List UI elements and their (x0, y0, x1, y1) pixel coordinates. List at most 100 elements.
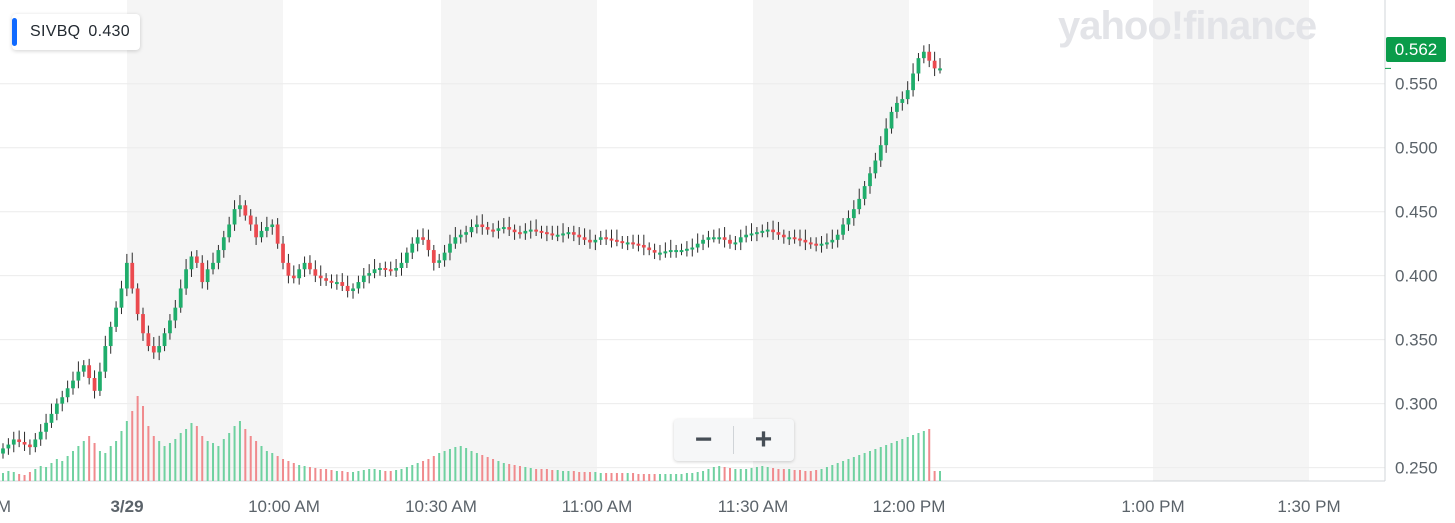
volume-bar (675, 474, 678, 481)
volume-bar (314, 468, 317, 481)
candle-body (501, 227, 506, 230)
candle-body (738, 237, 743, 243)
volume-bar (885, 445, 888, 481)
candle-body (620, 241, 625, 244)
y-tick-label: 0.400 (1395, 267, 1438, 286)
volume-bar (578, 472, 581, 481)
candle-body (550, 233, 555, 236)
volume-bar (599, 473, 602, 481)
candle-body (238, 205, 242, 210)
candle-body (878, 145, 883, 161)
candle-body (442, 252, 447, 261)
candle-body (857, 198, 862, 210)
zoom-in-button[interactable]: + (754, 423, 773, 456)
candle-body (566, 232, 571, 235)
volume-bar (912, 435, 915, 481)
candle-body (345, 285, 350, 292)
volume-bar (34, 469, 37, 481)
candle-body (679, 250, 684, 253)
candle-body (173, 307, 178, 321)
volume-bar (594, 472, 597, 481)
volume-bar (492, 459, 495, 481)
volume-bar (438, 453, 441, 481)
candle-body (367, 273, 372, 276)
candle-body (496, 228, 501, 231)
volume-bar (454, 447, 457, 481)
candle-body (938, 68, 942, 71)
volume-bar (174, 439, 177, 481)
candle-body (604, 237, 609, 240)
candle-body (114, 307, 118, 327)
candle-body (701, 239, 705, 244)
volume-bar (244, 429, 247, 481)
volume-bar (653, 474, 656, 481)
ticker-symbol: SIVBQ (30, 23, 81, 40)
volume-bar (422, 461, 425, 481)
volume-bar (766, 467, 769, 481)
volume-bar (238, 421, 241, 481)
volume-bar (610, 473, 613, 481)
candle-body (528, 229, 533, 232)
candle-body (873, 160, 878, 174)
candle-body (324, 278, 328, 281)
volume-bar (104, 453, 107, 481)
candle-body (485, 227, 490, 230)
volume-bar (901, 439, 904, 481)
volume-bar (18, 474, 21, 481)
volume-bar (179, 433, 182, 481)
candle-body (884, 128, 889, 146)
volume-bar (384, 471, 387, 481)
candle-body (334, 282, 339, 285)
candle-body (598, 237, 603, 240)
candle-body (862, 186, 867, 199)
volume-bar (249, 436, 252, 481)
candle-body (356, 282, 361, 289)
candle-body (593, 239, 598, 243)
zoom-out-button[interactable]: − (694, 423, 713, 456)
x-tick-label: 11:30 AM (718, 497, 789, 516)
candle-body (814, 243, 819, 246)
x-tick-label: 10:00 AM (248, 497, 320, 516)
volume-bar (863, 453, 866, 481)
volume-bar (745, 469, 748, 481)
candle-body (760, 230, 765, 233)
volume-bar (728, 468, 731, 481)
volume-bar (524, 467, 527, 481)
volume-bar (939, 471, 941, 481)
volume-bar (287, 461, 290, 481)
volume-bar (529, 468, 532, 481)
candle-body (868, 173, 872, 187)
candle-body (313, 269, 318, 276)
volume-bar (115, 441, 118, 481)
volume-bar (432, 456, 435, 481)
volume-bar (195, 426, 198, 481)
volume-bar (772, 468, 775, 481)
candle-body (372, 269, 377, 274)
candle-body (168, 320, 172, 334)
candle-body (119, 288, 124, 308)
candle-body (889, 111, 894, 129)
volume-bar (664, 474, 667, 481)
candle-body (108, 326, 113, 347)
volume-bar (233, 426, 236, 481)
session-band (127, 0, 283, 481)
volume-bar (572, 471, 575, 481)
volume-bar (906, 437, 909, 481)
volume-bar (497, 461, 500, 481)
volume-bar (206, 441, 209, 481)
volume-bar (486, 457, 489, 481)
candle-body (141, 314, 145, 334)
ticker-badge[interactable]: SIVBQ 0.430 (12, 14, 140, 50)
candle-body (706, 237, 711, 240)
volume-bar (352, 472, 355, 481)
candle-body (825, 242, 829, 245)
candle-body (378, 267, 382, 270)
volume-bar (378, 470, 381, 481)
volume-bar (330, 470, 333, 481)
candle-body (437, 260, 442, 263)
candle-body (92, 378, 97, 391)
volume-bar (125, 421, 128, 481)
volume-bar (562, 471, 565, 481)
volume-bar (325, 469, 328, 481)
